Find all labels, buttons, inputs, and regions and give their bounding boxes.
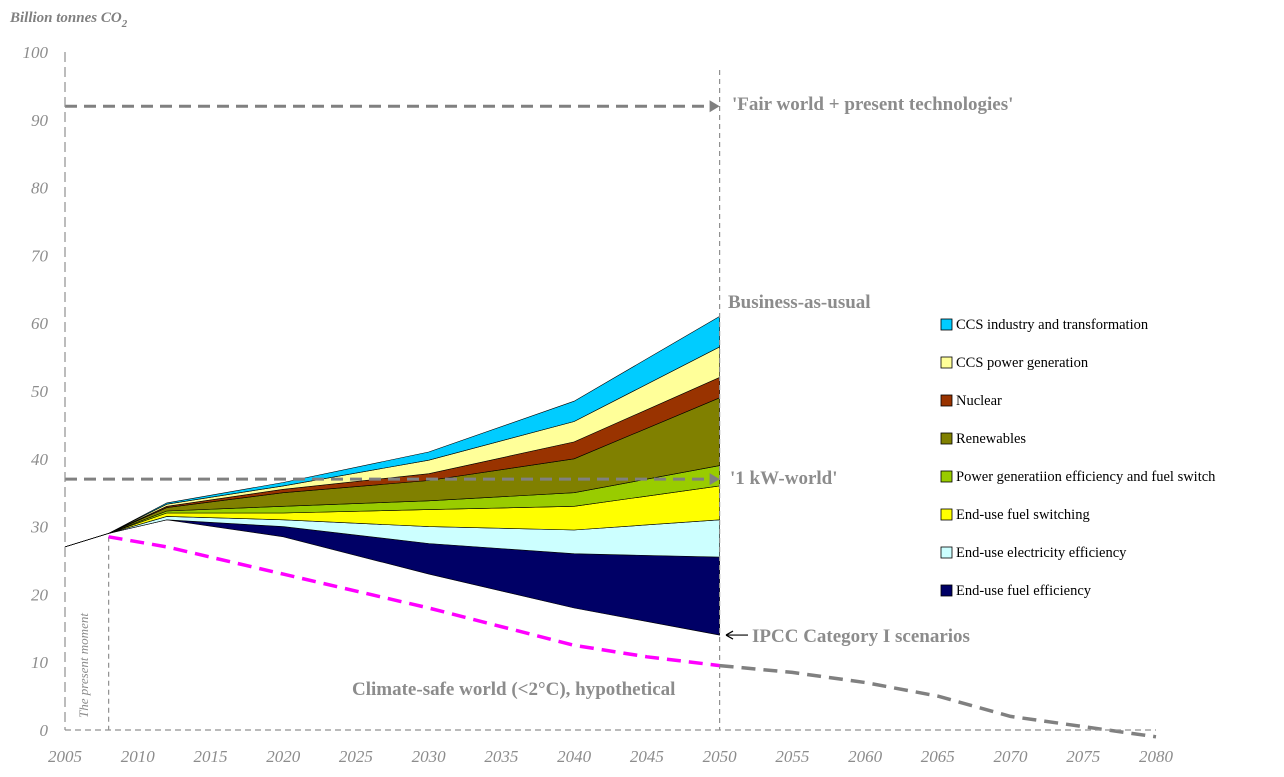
y-tick-label: 80 [31, 179, 49, 198]
x-tick-label: 2045 [630, 747, 664, 766]
x-tick-label: 2020 [266, 747, 301, 766]
y-tick-label: 40 [31, 450, 49, 469]
legend: CCS industry and transformation CCS power… [940, 317, 1216, 599]
x-tick-label: 2060 [848, 747, 883, 766]
y-axis-label-sub: 2 [121, 18, 128, 30]
legend-label-end-use-fuel-switching: End-use fuel switching [956, 507, 1090, 523]
x-tick-label: 2075 [1066, 747, 1100, 766]
legend-label-ccs-industry-and-transformation: CCS industry and transformation [956, 317, 1149, 333]
present-moment-label: The present moment [76, 613, 91, 718]
y-tick-label: 60 [31, 314, 49, 333]
y-tick-label: 0 [40, 721, 49, 740]
legend-swatch-renewables [940, 432, 953, 445]
wedge-areas [64, 315, 720, 636]
x-tick-label: 2080 [1139, 747, 1174, 766]
fair-world-arrowhead [709, 100, 720, 113]
y-tick-label: 50 [31, 382, 49, 401]
y-tick-label: 20 [31, 585, 49, 604]
legend-label-nuclear: Nuclear [956, 393, 1002, 409]
x-tick-label: 2040 [557, 747, 592, 766]
x-tick-label: 2005 [48, 747, 82, 766]
annotations: Billion tonnes CO2 'Fair world + present… [9, 10, 1013, 718]
x-tick-label: 2055 [775, 747, 809, 766]
x-tick-label: 2065 [921, 747, 955, 766]
ipcc-arrowhead [725, 630, 734, 640]
tick-labels: 2005 2010 2015 2020 2025 2030 2035 2040 2045 2050… [23, 43, 1174, 766]
one-kw-world-arrowhead [709, 473, 720, 486]
legend-label-ccs-power-generation: CCS power generation [956, 355, 1089, 371]
y-axis-label-main: Billion tonnes CO [9, 10, 122, 26]
y-tick-label: 70 [31, 246, 49, 265]
legend-label-power-generatiion-efficiency-and-fuel-switch: Power generatiion efficiency and fuel sw… [956, 469, 1216, 485]
legend-swatch-ccs-power-generation [940, 356, 953, 369]
legend-swatch-end-use-fuel-efficiency [940, 584, 953, 597]
legend-label-end-use-electricity-efficiency: End-use electricity efficiency [956, 545, 1127, 561]
ipcc-category-label: IPCC Category I scenarios [752, 626, 970, 647]
y-tick-label: 30 [30, 518, 49, 537]
legend-swatch-ccs-industry-and-transformation [940, 318, 953, 331]
one-kw-world-label: '1 kW-world' [730, 468, 838, 489]
legend-swatch-power-generatiion-efficiency-and-fuel-switch [940, 470, 953, 483]
y-axis-label: Billion tonnes CO2 [9, 10, 128, 30]
legend-swatch-end-use-electricity-efficiency [940, 546, 953, 559]
climate-safe-label: Climate-safe world (<2°C), hypothetical [352, 679, 675, 700]
x-tick-label: 2015 [193, 747, 227, 766]
legend-label-renewables: Renewables [956, 431, 1026, 447]
fair-world-label: 'Fair world + present technologies' [732, 94, 1013, 115]
y-tick-label: 90 [31, 111, 49, 130]
reference-lines [65, 70, 1157, 739]
legend-label-end-use-fuel-efficiency: End-use fuel efficiency [956, 583, 1092, 599]
x-tick-label: 2025 [339, 747, 373, 766]
climate-safe-line [108, 535, 720, 668]
legend-swatch-end-use-fuel-switching [940, 508, 953, 521]
y-tick-label: 10 [31, 653, 49, 672]
x-tick-label: 2035 [484, 747, 518, 766]
x-tick-label: 2070 [994, 747, 1029, 766]
legend-swatch-nuclear [940, 394, 953, 407]
x-tick-label: 2010 [121, 747, 156, 766]
x-tick-label: 2050 [703, 747, 738, 766]
extension-line [719, 663, 1157, 739]
business-as-usual-label: Business-as-usual [728, 292, 871, 313]
x-tick-label: 2030 [412, 747, 447, 766]
y-tick-label: 100 [23, 43, 49, 62]
axes [64, 52, 1156, 731]
